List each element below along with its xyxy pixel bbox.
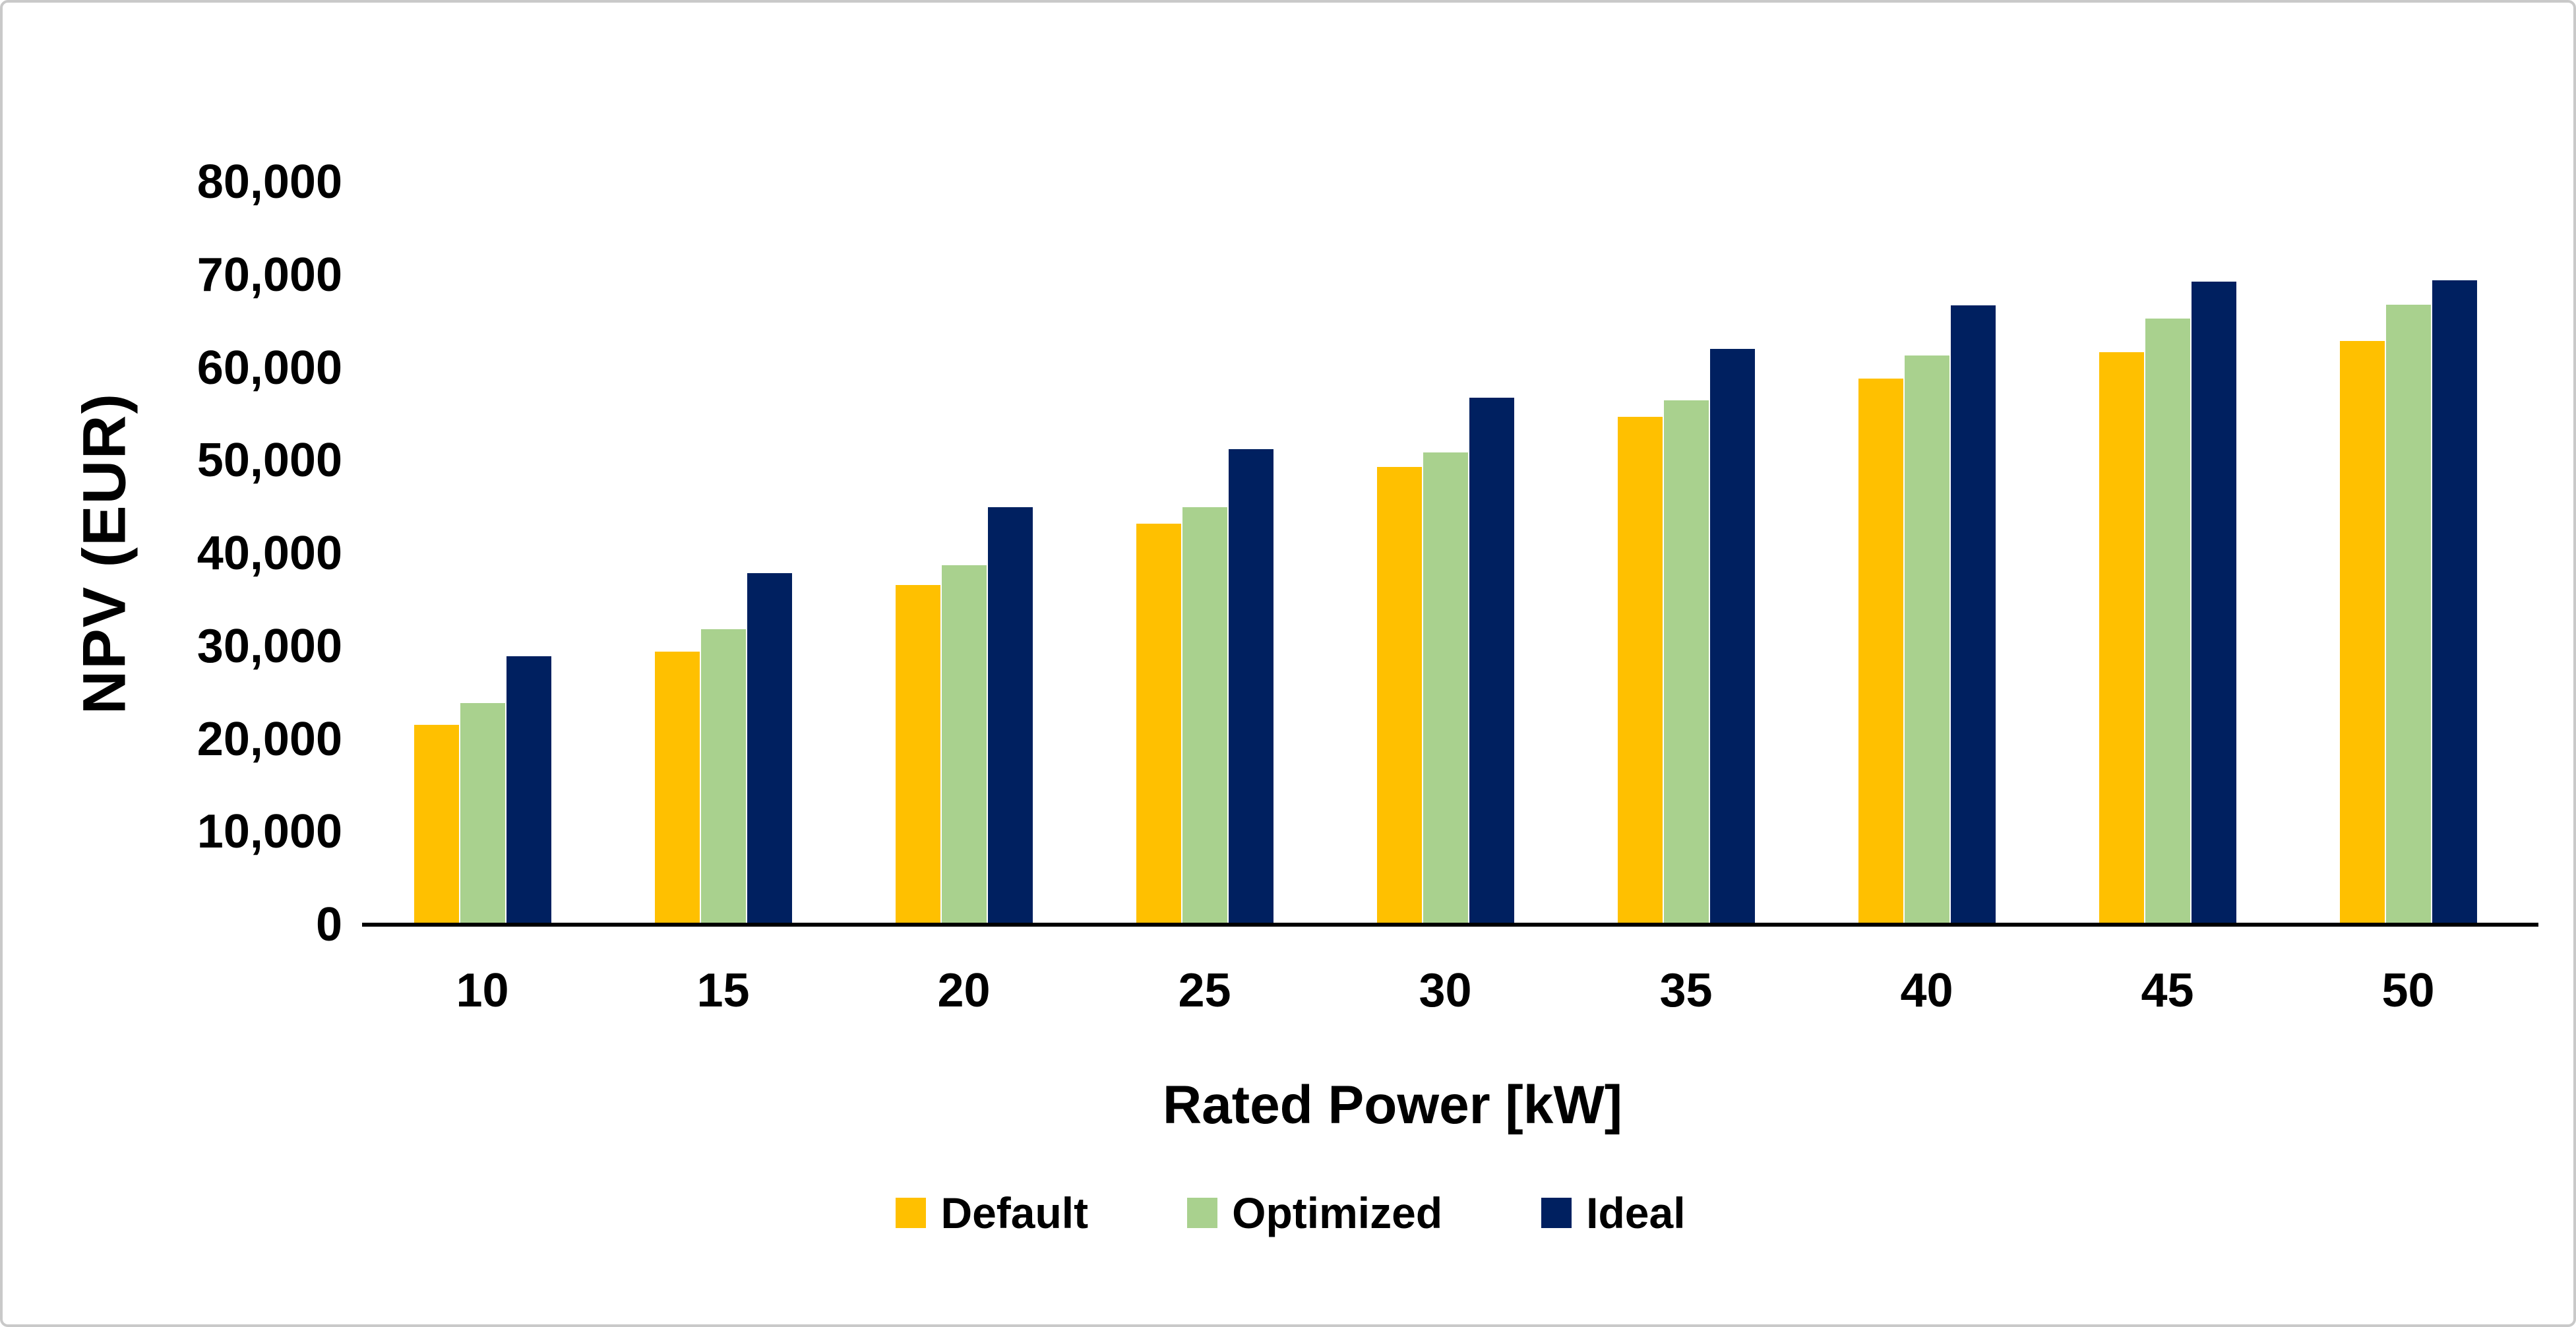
y-tick-label: 0 (315, 898, 342, 951)
bar-ideal-50 (2432, 280, 2477, 925)
x-tick-label: 50 (2381, 964, 2435, 1017)
y-tick-label: 40,000 (197, 527, 342, 580)
legend: Default Optimized Ideal (3, 1188, 2573, 1237)
y-tick-label: 60,000 (197, 341, 342, 394)
x-tick-label: 35 (1659, 964, 1713, 1017)
legend-label-ideal: Ideal (1586, 1188, 1686, 1237)
x-tick-label: 10 (456, 964, 509, 1017)
x-tick-label: 30 (1419, 964, 1472, 1017)
bar-ideal-25 (1228, 449, 1273, 925)
x-tick-label: 15 (696, 964, 750, 1017)
bar-optimized-15 (700, 629, 746, 925)
legend-swatch-ideal (1541, 1198, 1572, 1228)
legend-item-default: Default (896, 1190, 1088, 1236)
bar-default-10 (414, 725, 459, 925)
legend-label-default: Default (940, 1188, 1089, 1237)
bar-ideal-20 (987, 507, 1033, 925)
y-tick-label: 50,000 (197, 434, 342, 487)
x-tick-label: 20 (937, 964, 991, 1017)
bar-ideal-15 (747, 572, 792, 925)
bar-default-35 (1617, 417, 1663, 925)
legend-label-optimized: Optimized (1232, 1188, 1443, 1237)
bar-ideal-45 (2191, 281, 2236, 925)
legend-item-ideal: Ideal (1541, 1188, 1686, 1237)
x-axis-line (362, 923, 2538, 927)
bar-optimized-20 (941, 565, 987, 925)
bar-default-15 (654, 652, 700, 925)
bar-default-25 (1136, 524, 1181, 925)
bar-default-40 (1858, 379, 1903, 925)
bar-optimized-30 (1423, 452, 1468, 925)
bar-optimized-10 (460, 702, 505, 925)
x-axis-title: Rated Power [kW] (1162, 1075, 1623, 1135)
y-tick-label: 80,000 (197, 156, 342, 208)
legend-swatch-default (896, 1198, 927, 1228)
bar-optimized-50 (2385, 304, 2431, 925)
bar-optimized-45 (2145, 318, 2190, 925)
y-tick-label: 10,000 (197, 805, 342, 859)
x-tick-label: 25 (1178, 964, 1231, 1017)
bar-ideal-30 (1469, 397, 1514, 925)
plot-area (362, 182, 2529, 925)
bar-default-45 (2099, 352, 2144, 925)
bar-default-50 (2339, 340, 2385, 925)
bar-ideal-35 (1709, 349, 1755, 925)
bar-ideal-40 (1950, 305, 1996, 925)
x-tick-label: 45 (2141, 964, 2194, 1017)
bar-default-20 (895, 584, 940, 925)
legend-item-optimized: Optimized (1187, 1190, 1442, 1236)
x-tick-label: 40 (1900, 964, 1953, 1017)
bar-ideal-10 (506, 656, 551, 925)
legend-swatch-optimized (1187, 1198, 1218, 1228)
y-tick-label: 20,000 (197, 712, 342, 766)
bar-optimized-40 (1904, 355, 1949, 925)
y-tick-label: 30,000 (197, 619, 342, 673)
bar-optimized-35 (1663, 400, 1709, 925)
y-tick-label: 70,000 (197, 248, 342, 301)
bar-default-30 (1376, 467, 1422, 925)
bar-optimized-25 (1182, 507, 1227, 925)
